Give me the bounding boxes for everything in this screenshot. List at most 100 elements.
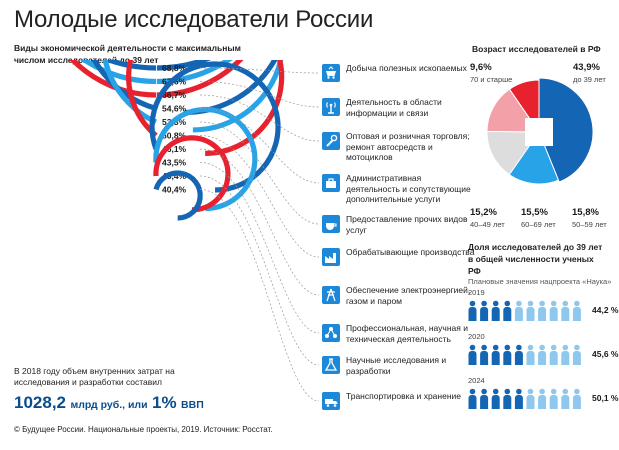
person-icon — [572, 344, 581, 365]
radial-bar-6 — [126, 60, 285, 156]
connector-7 — [199, 148, 320, 296]
radial-bar-5 — [102, 60, 284, 133]
person-icon — [514, 344, 523, 365]
truck-icon — [322, 392, 340, 410]
share-value-2019: 44,2 % — [592, 305, 619, 315]
age-label-40-sub: 40–49 лет — [470, 220, 505, 229]
age-label-60-value: 15,5% — [521, 207, 548, 218]
sector-label-3: Оптовая и розничная торговля; ремонт авт… — [346, 131, 470, 162]
investment-note: В 2018 году объем внутренних затрат на и… — [14, 366, 175, 387]
radial-bar-7 — [149, 61, 281, 193]
sector-label-10: Транспортировка и хранение — [346, 391, 461, 401]
source-note: © Будущее России. Национальные проекты, … — [14, 425, 273, 434]
radial-bar-label-3: 66,7% — [162, 90, 187, 100]
investment-amount: 1028,2 — [14, 393, 66, 412]
person-icon — [503, 388, 512, 409]
person-icon — [491, 300, 500, 321]
radial-bar-label-8: 43,5% — [162, 158, 187, 168]
age-pie-chart — [486, 77, 594, 185]
connector-1 — [199, 67, 320, 74]
person-icon — [514, 388, 523, 409]
pie-slice-2 — [508, 130, 560, 185]
connector-10 — [199, 189, 320, 402]
person-icon — [503, 300, 512, 321]
age-label-50-value: 15,8% — [572, 207, 599, 218]
person-icon — [538, 300, 547, 321]
person-icon — [491, 344, 500, 365]
pie-slice-1 — [538, 77, 594, 183]
share-value-2024: 50,1 % — [592, 393, 619, 403]
age-label-39-value: 43,9% — [573, 62, 600, 73]
people-row-2024 — [468, 388, 581, 409]
radial-bar-chart: 68,8%67,6%66,7%54,6%53,3%50,8%46,1%43,5%… — [69, 60, 285, 221]
sector-label-1: Добыча полезных ископаемых — [346, 63, 467, 73]
radial-bar-8 — [153, 106, 258, 212]
briefcase-icon — [322, 174, 340, 192]
person-icon — [538, 344, 547, 365]
sector-label-4: Административная деятельность и сопутств… — [346, 173, 471, 204]
person-icon — [549, 300, 558, 321]
person-icon — [561, 300, 570, 321]
antenna-icon — [322, 98, 340, 116]
investment-amount-unit: млрд руб., или — [70, 399, 148, 411]
power-tower-icon — [322, 286, 340, 304]
person-icon — [514, 300, 523, 321]
person-icon — [480, 344, 489, 365]
sector-label-2: Деятельность в области информации и связ… — [346, 97, 442, 118]
person-icon — [526, 344, 535, 365]
person-icon — [468, 344, 477, 365]
connector-4 — [199, 108, 320, 184]
age-label-40-value: 15,2% — [470, 207, 497, 218]
share-chart-note: Плановые значения нацпроекта «Наука» — [468, 277, 612, 286]
sector-label-8: Профессиональная, научная и техническая … — [346, 323, 468, 344]
radial-bar-label-10: 40,4% — [162, 185, 187, 195]
age-label-60-sub: 60–69 лет — [521, 220, 556, 229]
page-title: Молодые исследователи России — [14, 6, 374, 33]
person-icon — [468, 300, 477, 321]
people-row-2019 — [468, 300, 581, 321]
connector-6 — [199, 135, 320, 258]
pie-center-square — [525, 118, 553, 146]
person-icon — [480, 300, 489, 321]
person-icon — [572, 300, 581, 321]
age-label-70-sub: 70 и старше — [470, 75, 513, 84]
person-icon — [491, 388, 500, 409]
age-label-70-value: 9,6% — [470, 62, 492, 73]
flask-icon — [322, 356, 340, 374]
radial-bar-label-4: 54,6% — [162, 104, 187, 114]
age-label-50-sub: 50–59 лет — [572, 220, 607, 229]
investment-share-unit: ВВП — [181, 399, 204, 411]
person-icon — [526, 388, 535, 409]
share-year-2020: 2020 — [468, 332, 485, 341]
person-icon — [561, 344, 570, 365]
person-icon — [549, 344, 558, 365]
person-icon — [480, 388, 489, 409]
sector-label-7: Обеспечение электроэнергией, газом и пар… — [346, 285, 471, 306]
person-icon — [503, 344, 512, 365]
factory-icon — [322, 248, 340, 266]
person-icon — [572, 388, 581, 409]
age-label-39-sub: до 39 лет — [573, 75, 606, 84]
person-icon — [549, 388, 558, 409]
radial-bar-label-1: 68,8% — [162, 63, 187, 73]
share-year-2024: 2024 — [468, 376, 485, 385]
investment-values: 1028,2 млрд руб., или 1% ВВП — [14, 393, 204, 413]
connector-5 — [199, 121, 320, 225]
connector-3 — [199, 94, 320, 142]
network-icon — [322, 324, 340, 342]
mining-cart-icon — [322, 64, 340, 82]
connector-9 — [199, 175, 320, 366]
connector-2 — [199, 81, 320, 108]
sector-label-6: Обрабатывающие производства — [346, 247, 475, 257]
radial-bar-4 — [91, 60, 278, 116]
radial-bar-label-7: 46,1% — [162, 144, 187, 154]
wrench-icon — [322, 132, 340, 150]
investment-share: 1% — [152, 393, 177, 412]
connector-8 — [199, 162, 320, 334]
age-chart-title: Возраст исследователей в РФ — [472, 44, 601, 54]
share-chart-title: Доля исследователей до 39 лет в общей чи… — [468, 242, 603, 276]
radial-bar-9 — [153, 135, 231, 213]
cup-icon — [322, 215, 340, 233]
person-icon — [526, 300, 535, 321]
